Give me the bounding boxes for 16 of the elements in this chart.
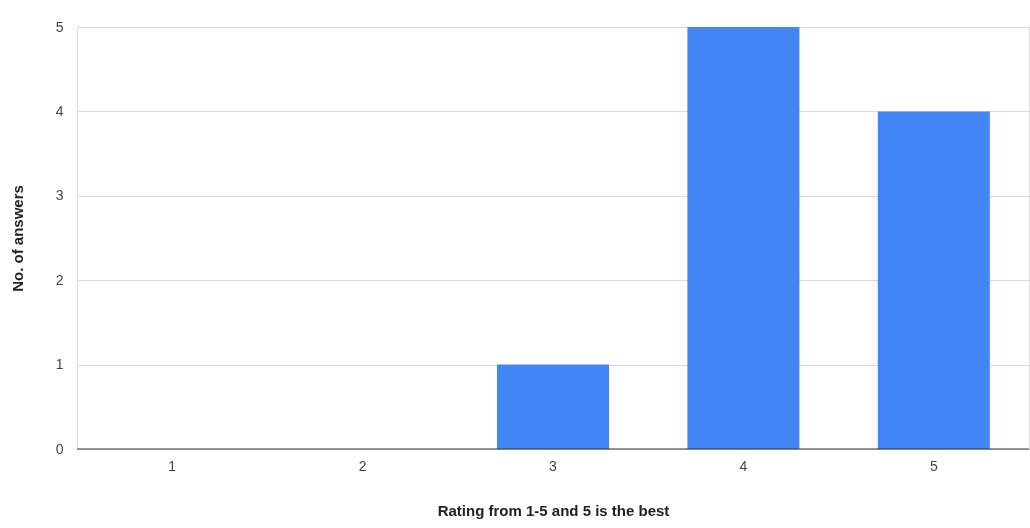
bar	[877, 111, 990, 449]
y-tick-label: 1	[55, 356, 64, 373]
y-tick-label: 2	[55, 271, 64, 288]
y-axis-title: No. of answers	[8, 185, 26, 292]
x-axis-title: Rating from 1-5 and 5 is the best	[437, 501, 670, 519]
y-tick-label: 3	[55, 187, 64, 204]
y-tick-label: 5	[55, 18, 64, 35]
x-tick-label: 5	[929, 457, 938, 474]
x-tick-label: 3	[549, 457, 558, 474]
x-tick-label: 4	[739, 457, 748, 474]
y-tick-label: 0	[55, 440, 64, 457]
x-tick-label: 1	[168, 457, 177, 474]
y-tick-label: 4	[55, 102, 64, 119]
bar	[497, 364, 609, 449]
x-tick-label: 2	[358, 457, 367, 474]
bar	[687, 27, 800, 449]
